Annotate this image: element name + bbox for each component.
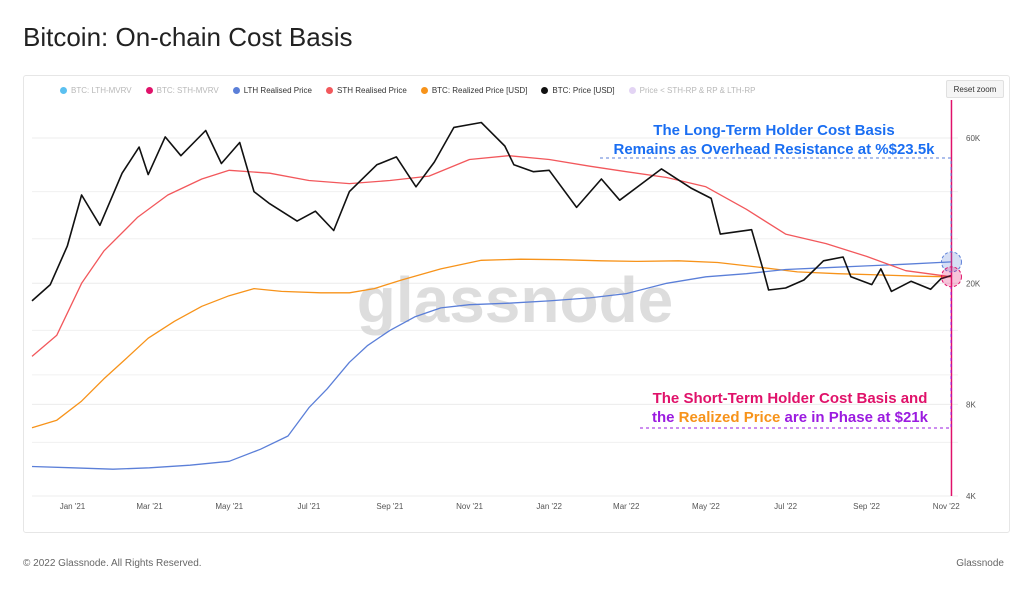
highlight-circle xyxy=(940,266,962,288)
series-line-sth-realised-price xyxy=(31,155,952,357)
series-line-btc-price-usd- xyxy=(31,121,952,302)
annotation-top-line2: Remains as Overhead Resistance at %$23.5… xyxy=(613,141,935,158)
x-tick-label: Sep '21 xyxy=(376,502,403,511)
legend-item[interactable]: BTC: STH-MVRV xyxy=(145,86,219,95)
legend-dot-icon xyxy=(232,87,240,94)
legend-label: LTH Realised Price xyxy=(243,86,313,95)
legend-label: STH Realised Price xyxy=(337,86,407,95)
page-title: Bitcoin: On-chain Cost Basis xyxy=(23,22,353,52)
annotation-bottom-guide xyxy=(640,286,952,429)
x-tick-label: Jul '21 xyxy=(297,502,320,511)
annotation-bottom-line2-b: Realized Price xyxy=(679,409,781,426)
annotation-top-guide xyxy=(600,157,952,252)
legend-item[interactable]: BTC: Realized Price [USD] xyxy=(420,86,528,95)
x-tick-label: May '21 xyxy=(215,502,243,511)
legend-item[interactable]: BTC: LTH-MVRV xyxy=(60,86,132,95)
legend-label: Price < STH-RP & RP & LTH-RP xyxy=(639,86,756,95)
copyright-text: © 2022 Glassnode. All Rights Reserved. xyxy=(23,558,202,569)
x-tick-label: Sep '22 xyxy=(853,502,880,511)
annotation-bottom-line2-c: are in Phase at $21k xyxy=(780,409,928,426)
x-tick-label: May '22 xyxy=(692,502,720,511)
y-tick-label: 4K xyxy=(966,492,976,501)
x-tick-label: Mar '21 xyxy=(136,502,163,511)
annotation-top: The Long-Term Holder Cost Basis Remains … xyxy=(613,122,935,158)
x-tick-label: Jan '21 xyxy=(60,502,86,511)
legend-dot-icon xyxy=(145,87,153,94)
x-tick-label: Mar '22 xyxy=(613,502,640,511)
y-tick-label: 60K xyxy=(966,134,981,143)
x-tick-label: Jan '22 xyxy=(536,502,562,511)
brand-text: Glassnode xyxy=(956,558,1004,569)
chart-legend: BTC: LTH-MVRV BTC: STH-MVRV LTH Realised P… xyxy=(60,86,769,95)
legend-label: BTC: STH-MVRV xyxy=(156,86,219,95)
legend-item[interactable]: BTC: Price [USD] xyxy=(541,86,615,95)
y-tick-label: 20K xyxy=(966,279,981,288)
legend-label: BTC: Price [USD] xyxy=(552,86,615,95)
y-tick-label: 8K xyxy=(966,400,976,409)
annotation-bottom-line2-a: the xyxy=(652,409,679,426)
legend-item[interactable]: LTH Realised Price xyxy=(232,86,313,95)
series-line-lth-realised-price xyxy=(31,261,952,470)
watermark: glassnode xyxy=(357,264,674,336)
series-line-btc-realized-price-usd- xyxy=(31,258,952,429)
x-tick-label: Jul '22 xyxy=(774,502,797,511)
chart-frame xyxy=(23,75,1010,533)
annotation-bottom-line1: The Short-Term Holder Cost Basis and xyxy=(653,390,928,407)
reset-zoom-button[interactable]: Reset zoom xyxy=(946,80,1004,98)
legend-label: BTC: Realized Price [USD] xyxy=(431,86,528,95)
highlight-circle xyxy=(940,251,962,273)
annotation-bottom-line2: the Realized Price are in Phase at $21k xyxy=(652,409,929,426)
chart-marks xyxy=(600,100,962,496)
annotation-top-line1: The Long-Term Holder Cost Basis xyxy=(653,122,894,139)
chart-grid xyxy=(32,137,958,497)
x-tick-label: Nov '22 xyxy=(933,502,960,511)
x-tick-label: Nov '21 xyxy=(456,502,483,511)
legend-item[interactable]: Price < STH-RP & RP & LTH-RP xyxy=(628,86,756,95)
legend-dot-icon xyxy=(420,87,428,94)
annotation-bottom: The Short-Term Holder Cost Basis and the… xyxy=(652,390,929,426)
chart-series xyxy=(31,121,952,470)
legend-dot-icon xyxy=(60,87,67,94)
legend-dot-icon xyxy=(326,87,334,94)
legend-dot-icon xyxy=(541,87,549,94)
legend-label: BTC: LTH-MVRV xyxy=(71,86,132,95)
chart-axes: 4K 8K 20K 60K Jan '21 Mar '21 May '21 Jul '21 Se… xyxy=(60,134,981,511)
legend-item[interactable]: STH Realised Price xyxy=(326,86,407,95)
legend-dot-icon xyxy=(628,87,636,94)
